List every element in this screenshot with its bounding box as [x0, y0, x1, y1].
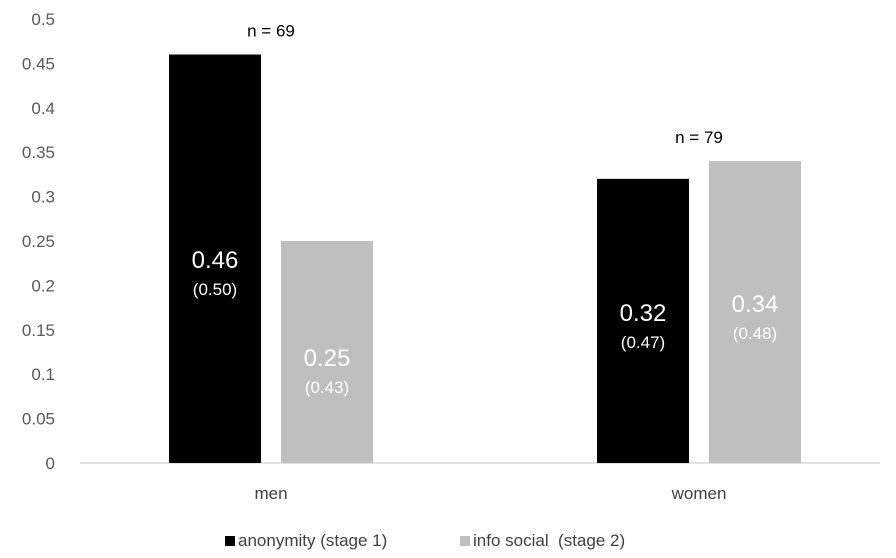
legend-swatch: [460, 536, 470, 546]
group-n-label: n = 69: [247, 22, 295, 41]
bar-value-label: 0.46: [192, 247, 239, 274]
y-tick-label: 0.45: [22, 54, 55, 73]
bar: [709, 161, 801, 463]
bars: [169, 54, 801, 464]
y-tick-label: 0.25: [22, 232, 55, 251]
legend: anonymity (stage 1) info social (stage 2): [225, 531, 625, 550]
bar-sd-label: (0.50): [193, 280, 237, 299]
bar-value-label: 0.34: [732, 291, 779, 318]
y-axis-ticks: 0 0.05 0.1 0.15 0.2 0.25 0.3 0.35 0.4 0.45 0.5: [22, 10, 55, 473]
category-labels: men women: [254, 484, 726, 503]
category-label: men: [254, 484, 287, 503]
bar: [281, 241, 373, 463]
y-tick-label: 0.1: [31, 365, 55, 384]
bar-value-label: 0.25: [304, 345, 351, 372]
legend-label: info social (stage 2): [473, 531, 625, 550]
y-tick-label: 0.3: [31, 188, 55, 207]
legend-label: anonymity (stage 1): [238, 531, 387, 550]
bar-sd-label: (0.48): [733, 324, 777, 343]
y-tick-label: 0: [46, 454, 55, 473]
legend-swatch: [225, 536, 235, 546]
bar: [597, 178, 689, 463]
bar-sd-label: (0.43): [305, 378, 349, 397]
y-tick-label: 0.15: [22, 321, 55, 340]
bar: [169, 54, 261, 464]
annotations: 0.46 (0.50) 0.32 (0.47) 0.25 (0.43) 0.34 (0.48)…: [192, 22, 779, 397]
bar-sd-label: (0.47): [621, 333, 665, 352]
y-tick-label: 0.5: [31, 10, 55, 29]
category-label: women: [671, 484, 727, 503]
y-tick-label: 0.05: [22, 410, 55, 429]
y-tick-label: 0.2: [31, 276, 55, 295]
group-n-label: n = 79: [675, 128, 723, 147]
y-tick-label: 0.4: [31, 99, 55, 118]
y-tick-label: 0.35: [22, 143, 55, 162]
bar-value-label: 0.32: [620, 300, 667, 327]
